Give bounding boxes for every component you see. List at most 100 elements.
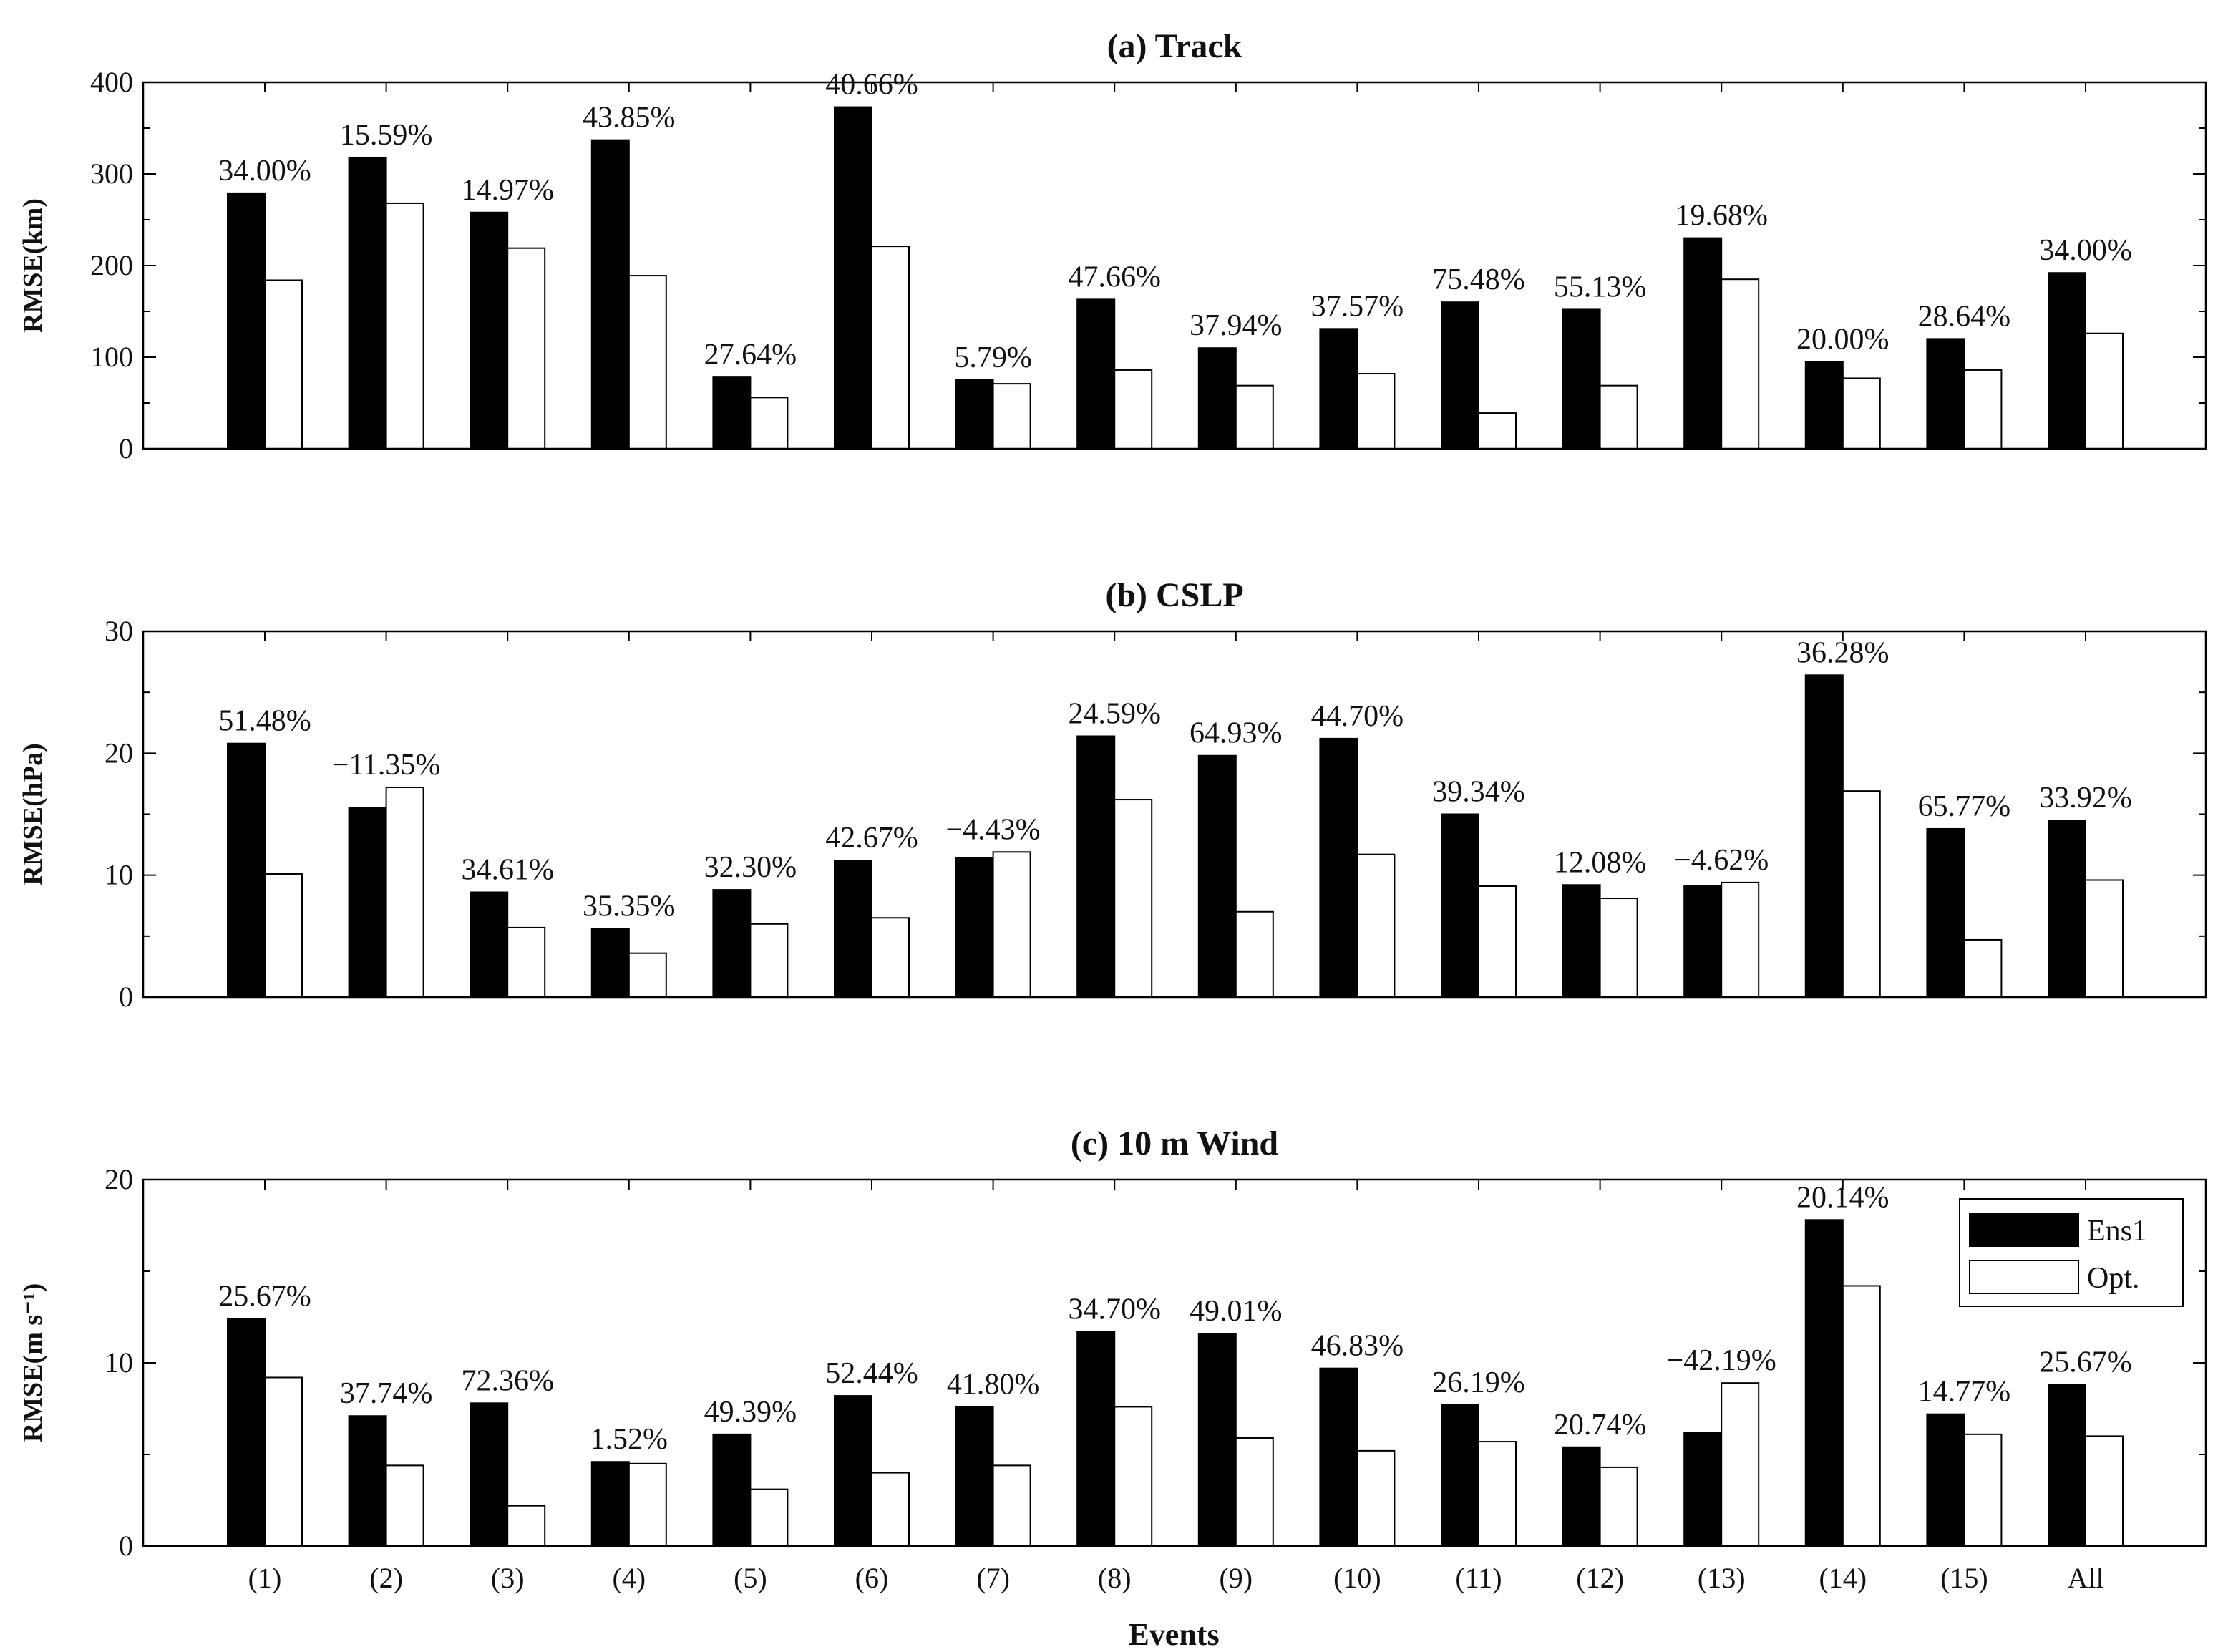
data-label: 51.48% [218, 705, 311, 738]
bar-opt-14 [1842, 790, 1881, 999]
data-label: 12.08% [1554, 846, 1647, 879]
panel-title: (c) 10 m Wind [1071, 1124, 1279, 1162]
data-label: 5.79% [954, 341, 1032, 374]
x-tick-label: (2) [369, 1562, 403, 1594]
y-tick-label: 300 [90, 157, 133, 190]
bar-ens1-9 [1197, 347, 1237, 450]
data-label: 37.94% [1190, 309, 1283, 342]
x-tick-label: (1) [248, 1562, 282, 1594]
y-tick-label: 100 [90, 341, 133, 373]
bar-ens1-10 [1319, 1367, 1358, 1547]
data-label: 25.67% [2039, 1346, 2132, 1379]
bar-opt-9 [1235, 384, 1274, 450]
data-label: −42.19% [1667, 1344, 1776, 1377]
x-tick-label: (11) [1455, 1562, 1502, 1594]
bar-opt-4 [628, 1462, 667, 1547]
data-label: 26.19% [1432, 1366, 1525, 1399]
bar-ens1-8 [1076, 1331, 1116, 1547]
bar-opt-16 [2085, 332, 2124, 450]
bar-opt-11 [1478, 412, 1517, 450]
bar-ens1-8 [1076, 735, 1116, 999]
bar-opt-10 [1356, 373, 1396, 450]
bar-opt-1 [264, 279, 303, 450]
x-tick-label: (14) [1819, 1562, 1867, 1594]
y-tick-label: 0 [119, 1530, 133, 1562]
data-label: 39.34% [1432, 776, 1525, 809]
bar-ens1-6 [834, 106, 872, 450]
data-label: 20.14% [1796, 1181, 1889, 1214]
axes-frame [142, 81, 2207, 450]
data-label: 1.52% [590, 1423, 668, 1456]
bar-opt-5 [749, 923, 789, 999]
bar-ens1-14 [1804, 1219, 1844, 1547]
bar-ens1-15 [1926, 338, 1965, 450]
bar-opt-13 [1721, 881, 1760, 999]
bar-ens1-11 [1441, 301, 1479, 450]
bar-opt-3 [507, 1505, 546, 1547]
bar-ens1-12 [1562, 1446, 1601, 1547]
data-label: 27.64% [704, 339, 797, 371]
data-label: 52.44% [825, 1357, 918, 1390]
bar-opt-5 [749, 397, 789, 450]
bar-opt-12 [1599, 1466, 1638, 1547]
bar-ens1-9 [1197, 754, 1237, 998]
data-label: 19.68% [1675, 200, 1768, 233]
x-tick-label: (15) [1940, 1562, 1988, 1594]
data-label: 20.74% [1554, 1409, 1647, 1442]
y-tick-label: 10 [104, 1346, 133, 1379]
bar-ens1-4 [590, 928, 630, 998]
x-tick-label: (8) [1098, 1562, 1132, 1594]
bar-ens1-1 [227, 1318, 266, 1547]
bar-opt-8 [1114, 799, 1153, 999]
bar-opt-2 [385, 787, 424, 998]
data-label: 37.57% [1311, 290, 1404, 323]
panel-2: (b) CSLP RMSE(hPa) 0 10 20 30 51.48% −11.35% 34.… [18, 576, 2207, 1013]
bar-opt-8 [1114, 1406, 1153, 1547]
y-tick-label: 0 [119, 981, 133, 1013]
data-label: −4.43% [946, 813, 1041, 846]
bar-ens1-14 [1804, 674, 1844, 998]
data-label: 49.39% [704, 1396, 797, 1429]
x-tick-label: (4) [612, 1562, 646, 1594]
bar-ens1-13 [1683, 237, 1723, 450]
bar-opt-16 [2085, 879, 2124, 998]
data-label: 24.59% [1068, 697, 1161, 730]
x-tick-label: (7) [976, 1562, 1010, 1594]
bar-ens1-15 [1926, 1413, 1965, 1547]
bar-opt-7 [992, 851, 1031, 999]
bar-ens1-2 [348, 807, 387, 998]
bar-ens1-14 [1804, 361, 1844, 450]
bar-opt-14 [1842, 1285, 1881, 1547]
bar-ens1-6 [834, 1395, 872, 1547]
data-label: 49.01% [1190, 1295, 1283, 1328]
bar-opt-6 [871, 1472, 910, 1547]
bar-opt-10 [1356, 1449, 1396, 1547]
legend-label-opt: Opt. [2087, 1262, 2140, 1295]
bar-opt-12 [1599, 898, 1638, 999]
bar-opt-13 [1721, 1382, 1760, 1547]
bar-opt-6 [871, 917, 910, 998]
bar-opt-9 [1235, 1437, 1274, 1547]
data-label: −11.35% [332, 749, 441, 782]
x-tick-label: All [2067, 1562, 2103, 1594]
x-tick-label: (10) [1333, 1562, 1381, 1594]
data-label: 44.70% [1311, 700, 1404, 733]
bar-ens1-13 [1683, 1432, 1723, 1547]
data-label: 20.00% [1796, 323, 1889, 356]
bar-opt-9 [1235, 910, 1274, 999]
data-label: 34.61% [461, 854, 554, 887]
x-tick-label: (6) [855, 1562, 889, 1594]
data-label: 65.77% [1918, 790, 2011, 823]
bar-opt-16 [2085, 1435, 2124, 1547]
bar-ens1-8 [1076, 298, 1116, 450]
y-tick-label: 20 [104, 1163, 133, 1195]
bar-ens1-10 [1319, 328, 1358, 450]
bar-opt-3 [507, 247, 546, 450]
legend-swatch-ens1 [1969, 1213, 2079, 1247]
bar-opt-2 [385, 202, 424, 450]
bar-ens1-5 [712, 1433, 752, 1547]
bar-ens1-3 [470, 1402, 509, 1547]
bar-opt-11 [1478, 1441, 1517, 1547]
legend-swatch-opt [1969, 1260, 2079, 1294]
